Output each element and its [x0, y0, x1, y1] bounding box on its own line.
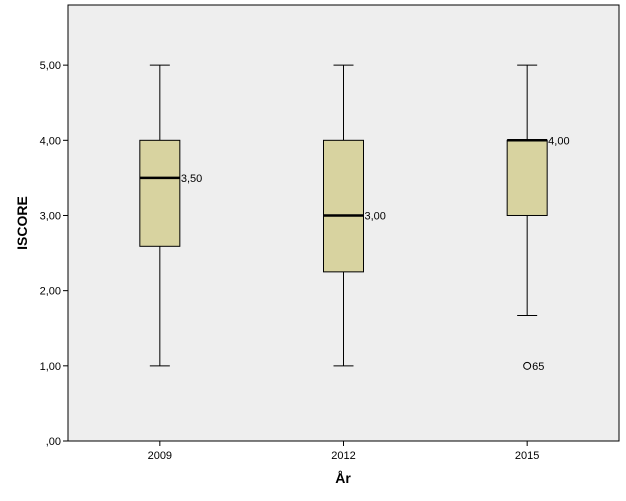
x-tick-label: 2012	[331, 450, 355, 462]
y-tick-label: 2,00	[40, 286, 61, 298]
median-label: 3,00	[365, 210, 386, 222]
box-2015: 4,00 65	[506, 64, 570, 373]
x-axis: 2009 2012 2015	[148, 441, 539, 462]
boxes: 3,50 3,00 4,00 65	[139, 64, 570, 373]
y-axis: ,00 1,00 2,00 3,00 4,00 5,00	[40, 60, 68, 448]
y-tick-label: 3,00	[40, 210, 61, 222]
box-2009: 3,50	[139, 64, 202, 367]
median-label: 3,50	[181, 173, 202, 185]
outlier-point	[523, 361, 532, 370]
x-tick-label: 2015	[515, 450, 539, 462]
y-axis-title: ISCORE	[14, 196, 30, 250]
box-2012: 3,00	[323, 64, 386, 367]
x-tick-label: 2009	[148, 450, 172, 462]
median-label: 4,00	[548, 135, 569, 147]
y-tick-label: 5,00	[40, 60, 61, 72]
iqr-box	[506, 139, 548, 216]
iqr-box	[139, 139, 181, 247]
outlier-label: 65	[532, 361, 544, 373]
y-tick-label: ,00	[46, 436, 61, 448]
x-axis-title: År	[335, 470, 351, 486]
y-tick-label: 4,00	[40, 135, 61, 147]
iqr-box	[323, 139, 364, 273]
y-tick-label: 1,00	[40, 361, 61, 373]
